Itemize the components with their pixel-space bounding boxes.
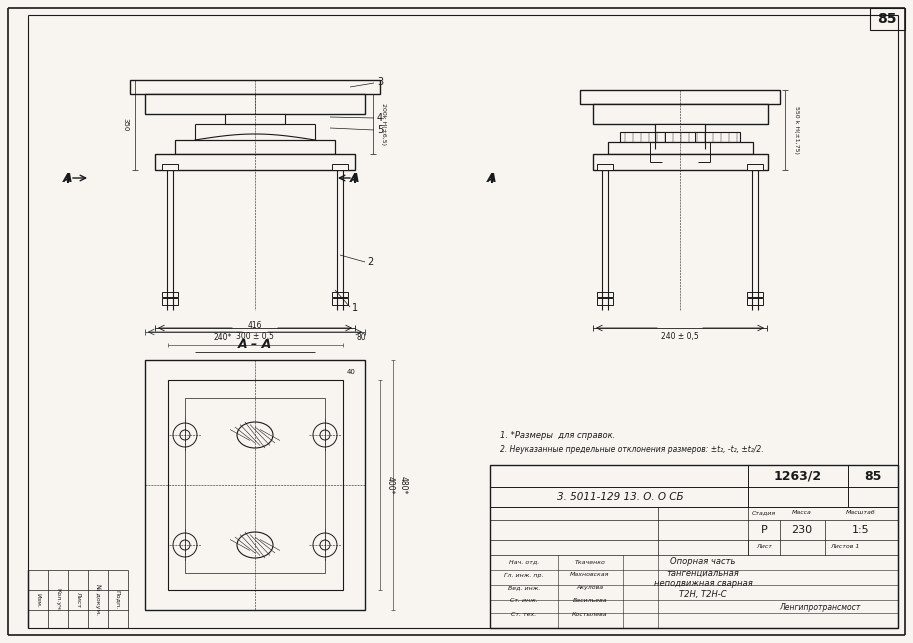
Bar bbox=[155, 154, 355, 170]
Text: 1:5: 1:5 bbox=[852, 525, 870, 535]
Text: 4: 4 bbox=[377, 113, 383, 123]
Bar bbox=[747, 298, 763, 305]
Bar bbox=[747, 164, 763, 170]
Bar bbox=[597, 298, 613, 305]
Text: Масса: Масса bbox=[792, 511, 812, 516]
Bar bbox=[747, 292, 763, 297]
Bar bbox=[185, 398, 325, 573]
Text: 80: 80 bbox=[356, 334, 366, 343]
Text: 480*: 480* bbox=[398, 476, 407, 494]
Text: 85: 85 bbox=[865, 469, 882, 482]
Text: Васильева: Васильева bbox=[572, 599, 607, 604]
Text: 416: 416 bbox=[247, 320, 262, 329]
Text: Нач. отд.: Нач. отд. bbox=[509, 559, 539, 565]
Text: 2. Неуказанные предельные отклонения размеров: ±t₂, -t₂, ±t₂/2.: 2. Неуказанные предельные отклонения раз… bbox=[500, 446, 763, 455]
Text: Т2Н, Т2Н-С: Т2Н, Т2Н-С bbox=[679, 590, 727, 599]
Bar bbox=[332, 298, 348, 305]
Text: 200k Н(±6,5): 200k Н(±6,5) bbox=[381, 103, 385, 145]
Bar bbox=[145, 360, 365, 610]
Text: Акулова: Акулова bbox=[576, 586, 603, 590]
Text: Опорная часть: Опорная часть bbox=[670, 557, 736, 566]
Text: Изм.: Изм. bbox=[36, 593, 40, 608]
Text: 5: 5 bbox=[377, 125, 383, 135]
Text: Кол.уч.: Кол.уч. bbox=[56, 588, 60, 612]
Text: № докум.: № докум. bbox=[95, 584, 100, 615]
Bar bbox=[162, 298, 178, 305]
Text: 40: 40 bbox=[347, 369, 355, 375]
Bar bbox=[130, 80, 380, 94]
Text: Р: Р bbox=[761, 525, 767, 535]
Bar bbox=[225, 114, 285, 124]
Text: Костылева: Костылева bbox=[572, 611, 608, 617]
Bar bbox=[593, 104, 768, 124]
Text: 2: 2 bbox=[367, 257, 373, 267]
Text: 550 k Н(±1,75): 550 k Н(±1,75) bbox=[794, 106, 800, 154]
Bar bbox=[145, 94, 365, 114]
Text: тангенциальная: тангенциальная bbox=[666, 568, 740, 577]
Bar bbox=[332, 292, 348, 297]
Bar bbox=[332, 164, 348, 170]
Text: Листов 1: Листов 1 bbox=[830, 545, 860, 550]
Text: Лист: Лист bbox=[756, 545, 771, 550]
Text: Ленгипротрансмост: Ленгипротрансмост bbox=[780, 602, 861, 611]
Text: 400*: 400* bbox=[385, 476, 394, 494]
Text: 1: 1 bbox=[352, 303, 358, 313]
Bar bbox=[168, 380, 343, 590]
Text: Ст. тех.: Ст. тех. bbox=[511, 611, 537, 617]
Bar bbox=[620, 132, 740, 142]
Text: 3: 3 bbox=[377, 77, 383, 87]
Bar bbox=[162, 292, 178, 297]
Text: Гл. инж. пр.: Гл. инж. пр. bbox=[504, 572, 544, 577]
Bar bbox=[175, 140, 335, 154]
Text: неподвижная сварная: неподвижная сварная bbox=[654, 579, 752, 588]
Text: 350: 350 bbox=[122, 118, 128, 132]
Text: 240 ± 0,5: 240 ± 0,5 bbox=[661, 332, 698, 341]
Text: 85: 85 bbox=[877, 12, 897, 26]
Bar bbox=[597, 164, 613, 170]
Text: Подп.: Подп. bbox=[116, 590, 121, 610]
Text: Масштаб: Масштаб bbox=[846, 511, 876, 516]
Text: А: А bbox=[63, 172, 73, 185]
Text: Вед. инж.: Вед. инж. bbox=[508, 586, 540, 590]
Text: А: А bbox=[488, 172, 497, 185]
Text: 3. 5011-129 13. О. О СБ: 3. 5011-129 13. О. О СБ bbox=[557, 492, 683, 502]
Text: 230: 230 bbox=[792, 525, 813, 535]
Bar bbox=[597, 292, 613, 297]
Bar bbox=[608, 142, 753, 154]
Text: Лист: Лист bbox=[76, 592, 80, 608]
Text: 300 ± 0,5: 300 ± 0,5 bbox=[236, 332, 274, 341]
Text: Стадия: Стадия bbox=[752, 511, 776, 516]
Bar bbox=[490, 465, 898, 628]
Text: Ткаченко: Ткаченко bbox=[574, 559, 605, 565]
Text: Махновская: Махновская bbox=[571, 572, 610, 577]
Text: Ст. инж.: Ст. инж. bbox=[510, 599, 538, 604]
Bar bbox=[655, 124, 705, 132]
Text: А: А bbox=[351, 172, 360, 185]
Text: 1. *Размеры  для справок.: 1. *Размеры для справок. bbox=[500, 431, 615, 440]
Text: 1263/2: 1263/2 bbox=[774, 469, 822, 482]
Bar bbox=[870, 8, 905, 30]
Bar bbox=[162, 164, 178, 170]
Bar bbox=[593, 154, 768, 170]
Bar bbox=[580, 90, 780, 104]
Text: А – А: А – А bbox=[238, 338, 272, 352]
Text: 240*: 240* bbox=[214, 334, 232, 343]
